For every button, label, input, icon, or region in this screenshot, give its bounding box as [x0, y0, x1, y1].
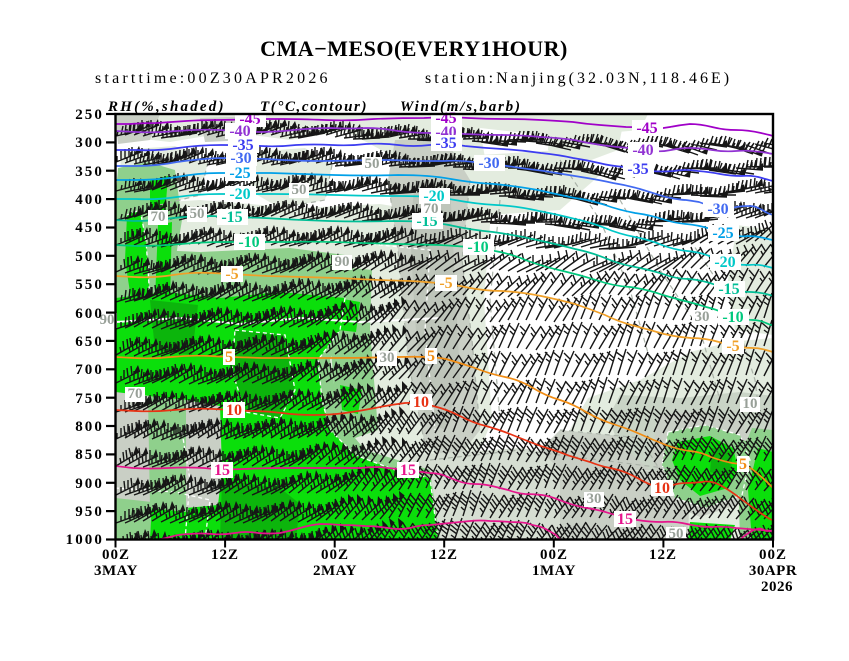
svg-text:-15: -15 — [718, 281, 739, 298]
svg-text:T(°C,contour): T(°C,contour) — [260, 99, 368, 115]
svg-text:50: 50 — [365, 156, 380, 172]
svg-text:Wind(m/s,barb): Wind(m/s,barb) — [400, 99, 522, 115]
svg-text:-5: -5 — [225, 266, 238, 283]
svg-text:-30: -30 — [478, 155, 499, 172]
svg-text:-25: -25 — [229, 165, 250, 182]
svg-text:starttime:00Z30APR2026: starttime:00Z30APR2026 — [95, 70, 331, 87]
svg-text:30: 30 — [695, 309, 710, 325]
svg-text:700: 700 — [75, 362, 104, 378]
svg-text:-40: -40 — [229, 123, 250, 140]
svg-text:450: 450 — [75, 220, 104, 236]
svg-text:400: 400 — [75, 192, 104, 208]
svg-text:15: 15 — [617, 511, 633, 528]
svg-text:station:Nanjing(32.03N,118.46E: station:Nanjing(32.03N,118.46E) — [425, 70, 732, 87]
svg-text:-15: -15 — [416, 213, 437, 230]
svg-text:12Z: 12Z — [211, 547, 239, 563]
svg-text:00Z: 00Z — [540, 547, 568, 563]
svg-text:600: 600 — [75, 306, 104, 322]
svg-text:-15: -15 — [221, 209, 242, 226]
svg-text:50: 50 — [292, 182, 307, 198]
svg-text:550: 550 — [75, 277, 104, 293]
svg-text:00Z: 00Z — [102, 547, 130, 563]
svg-text:350: 350 — [75, 164, 104, 180]
svg-text:-20: -20 — [714, 254, 735, 271]
svg-text:850: 850 — [75, 447, 104, 463]
svg-text:1000: 1000 — [66, 532, 104, 548]
svg-text:300: 300 — [75, 135, 104, 151]
svg-text:3MAY: 3MAY — [94, 563, 138, 579]
svg-text:-20: -20 — [229, 186, 250, 203]
svg-text:RH(%,shaded): RH(%,shaded) — [107, 99, 226, 115]
svg-text:15: 15 — [400, 462, 416, 479]
svg-text:1MAY: 1MAY — [532, 563, 576, 579]
svg-text:15: 15 — [214, 462, 230, 479]
svg-text:650: 650 — [75, 334, 104, 350]
svg-text:2026: 2026 — [761, 579, 793, 595]
svg-text:00Z: 00Z — [759, 547, 787, 563]
svg-text:30: 30 — [587, 491, 602, 507]
svg-text:12Z: 12Z — [430, 547, 458, 563]
svg-text:-45: -45 — [636, 120, 657, 137]
svg-text:5: 5 — [739, 456, 747, 473]
svg-text:950: 950 — [75, 504, 104, 520]
svg-text:500: 500 — [75, 249, 104, 265]
svg-text:-40: -40 — [632, 142, 653, 159]
svg-text:-10: -10 — [722, 309, 743, 326]
svg-text:5: 5 — [225, 349, 233, 366]
svg-text:-35: -35 — [627, 161, 648, 178]
svg-text:2MAY: 2MAY — [313, 563, 357, 579]
svg-text:10: 10 — [654, 480, 670, 497]
svg-text:12Z: 12Z — [649, 547, 677, 563]
svg-text:10: 10 — [226, 402, 242, 419]
svg-text:-10: -10 — [467, 239, 488, 256]
svg-text:70: 70 — [128, 386, 143, 402]
svg-text:70: 70 — [424, 201, 439, 217]
svg-text:-5: -5 — [726, 338, 739, 355]
svg-text:-30: -30 — [230, 150, 251, 167]
svg-text:-35: -35 — [435, 135, 456, 152]
svg-text:90: 90 — [100, 312, 115, 328]
svg-text:5: 5 — [427, 348, 435, 365]
svg-text:CMA−MESO(EVERY1HOUR): CMA−MESO(EVERY1HOUR) — [260, 36, 568, 61]
svg-text:800: 800 — [75, 419, 104, 435]
svg-text:00Z: 00Z — [321, 547, 349, 563]
svg-text:-30: -30 — [707, 201, 728, 218]
svg-text:900: 900 — [75, 476, 104, 492]
svg-text:70: 70 — [151, 209, 166, 225]
svg-text:250: 250 — [75, 107, 104, 123]
svg-text:-25: -25 — [712, 225, 733, 242]
svg-text:-5: -5 — [439, 275, 452, 292]
svg-text:30APR: 30APR — [749, 563, 797, 579]
svg-text:-10: -10 — [238, 234, 259, 251]
svg-text:10: 10 — [413, 394, 429, 411]
svg-text:90: 90 — [335, 254, 350, 270]
svg-text:30: 30 — [380, 350, 395, 366]
svg-text:50: 50 — [669, 526, 684, 542]
svg-text:10: 10 — [743, 396, 758, 412]
svg-text:750: 750 — [75, 391, 104, 407]
svg-text:-20: -20 — [423, 188, 444, 205]
svg-text:-35: -35 — [232, 137, 253, 154]
svg-text:50: 50 — [190, 206, 205, 222]
